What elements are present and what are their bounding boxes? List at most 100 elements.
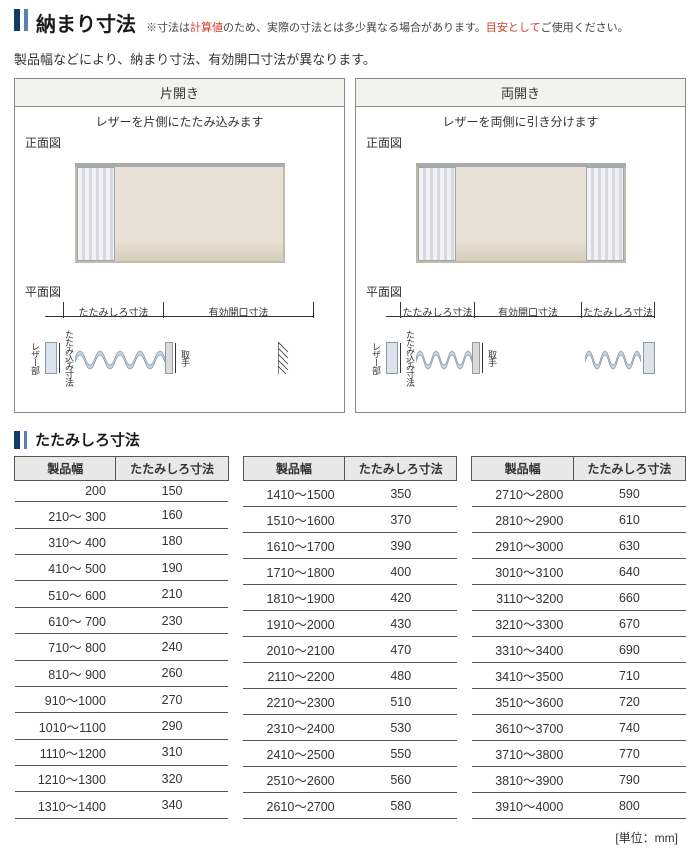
table-row: 3710～3800770 xyxy=(472,741,686,767)
table-row: 2610～2700580 xyxy=(243,793,457,819)
cell-fold: 800 xyxy=(573,793,685,819)
cell-width: 3210～3300 xyxy=(472,611,573,637)
cell-width: 3810～3900 xyxy=(472,767,573,793)
cell-fold: 420 xyxy=(345,585,457,611)
vtext-handle-r: 取手 xyxy=(486,350,499,366)
table-row: 3610～3700740 xyxy=(472,715,686,741)
table-row: 2810～2900610 xyxy=(472,507,686,533)
fold-table-3: 製品幅 たたみしろ寸法 2710～28005902810～29006102910… xyxy=(471,456,686,819)
cell-width: 3410～3500 xyxy=(472,663,573,689)
dim-open: 有効開口寸法 xyxy=(163,302,314,318)
cell-width: 3710～3800 xyxy=(472,741,573,767)
cell-fold: 390 xyxy=(345,533,457,559)
cell-width: 200 xyxy=(15,481,116,502)
cell-width: 510～ 600 xyxy=(15,581,116,607)
table-row: 2210～2300510 xyxy=(243,689,457,715)
table-row: 1310～1400340 xyxy=(15,792,229,819)
dim-open-r: 有効開口寸法 xyxy=(474,302,581,318)
table-row: 1010～1100290 xyxy=(15,713,229,739)
cell-width: 3310～3400 xyxy=(472,637,573,663)
table-row: 3010～3100640 xyxy=(472,559,686,585)
cell-fold: 630 xyxy=(573,533,685,559)
plan-view-single: たたみしろ寸法 有効開口寸法 レザー部 たたみ込み寸法 取手 xyxy=(25,302,334,402)
table-row: 2910～3000630 xyxy=(472,533,686,559)
section2-accent-light xyxy=(24,431,27,449)
th-width: 製品幅 xyxy=(243,457,344,481)
title-accent-light xyxy=(24,9,28,31)
table-row: 2510～2600560 xyxy=(243,767,457,793)
cell-fold: 370 xyxy=(345,507,457,533)
table2-body: 1410～15003501510～16003701610～17003901710… xyxy=(243,481,457,819)
cell-fold: 240 xyxy=(116,634,228,660)
table-row: 1110～1200310 xyxy=(15,739,229,765)
section2-title: たたみしろ寸法 xyxy=(35,429,140,450)
table-row: 910～1000270 xyxy=(15,686,229,712)
cell-fold: 580 xyxy=(345,793,457,819)
main-title: 納まり寸法 xyxy=(36,8,136,37)
cell-fold: 510 xyxy=(345,689,457,715)
cell-width: 3510～3600 xyxy=(472,689,573,715)
cell-width: 810～ 900 xyxy=(15,660,116,686)
table-row: 1610～1700390 xyxy=(243,533,457,559)
table-row: 1210～1300320 xyxy=(15,766,229,792)
table-row: 3910～4000800 xyxy=(472,793,686,819)
cell-width: 410～ 500 xyxy=(15,555,116,581)
cell-fold: 790 xyxy=(573,767,685,793)
cell-fold: 740 xyxy=(573,715,685,741)
title-note-prefix: ※寸法は xyxy=(146,22,190,34)
front-view-double xyxy=(406,153,636,273)
cell-width: 710～ 800 xyxy=(15,634,116,660)
table-row: 2010～2100470 xyxy=(243,637,457,663)
cell-fold: 590 xyxy=(573,481,685,507)
cell-width: 2810～2900 xyxy=(472,507,573,533)
vtext-handle: 取手 xyxy=(179,350,192,366)
th-fold: たたみしろ寸法 xyxy=(573,457,685,481)
th-width: 製品幅 xyxy=(472,457,573,481)
plan-view-label: 平面図 xyxy=(25,283,334,300)
cell-fold: 610 xyxy=(573,507,685,533)
cell-fold: 230 xyxy=(116,607,228,633)
cell-fold: 470 xyxy=(345,637,457,663)
table-row: 1410～1500350 xyxy=(243,481,457,507)
cell-width: 910～1000 xyxy=(15,686,116,712)
table-row: 2310～2400530 xyxy=(243,715,457,741)
table-row: 1510～1600370 xyxy=(243,507,457,533)
table-row: 3310～3400690 xyxy=(472,637,686,663)
plan-view-double: たたみしろ寸法 有効開口寸法 たたみしろ寸法 レザー部 たたみ込み寸法 xyxy=(366,302,675,402)
cell-fold: 670 xyxy=(573,611,685,637)
section2-title-bar: たたみしろ寸法 xyxy=(14,429,686,450)
cell-fold: 260 xyxy=(116,660,228,686)
cell-width: 2410～2500 xyxy=(243,741,344,767)
cell-width: 1510～1600 xyxy=(243,507,344,533)
dim-fold-l: たたみしろ寸法 xyxy=(400,302,474,318)
dim-fold-r: たたみしろ寸法 xyxy=(581,302,655,318)
plan-view-label-r: 平面図 xyxy=(366,283,675,300)
diagram-single-desc: レザーを片側にたたみ込みます xyxy=(25,113,334,130)
cell-width: 1010～1100 xyxy=(15,713,116,739)
table-row: 3110～3200660 xyxy=(472,585,686,611)
table-row: 1910～2000430 xyxy=(243,611,457,637)
cell-fold: 190 xyxy=(116,555,228,581)
vtext-leather: レザー部 xyxy=(29,342,42,374)
table-row: 810～ 900260 xyxy=(15,660,229,686)
cell-width: 2710～2800 xyxy=(472,481,573,507)
cell-width: 1410～1500 xyxy=(243,481,344,507)
cell-width: 1610～1700 xyxy=(243,533,344,559)
cell-fold: 770 xyxy=(573,741,685,767)
cell-fold: 340 xyxy=(116,792,228,819)
fold-table-1: 製品幅 たたみしろ寸法 200150210～ 300160310～ 400180… xyxy=(14,456,229,819)
cell-fold: 210 xyxy=(116,581,228,607)
front-view-single xyxy=(65,153,295,273)
table-row: 2410～2500550 xyxy=(243,741,457,767)
table-row: 3510～3600720 xyxy=(472,689,686,715)
dim-fold: たたみしろ寸法 xyxy=(63,302,163,318)
diagram-grid: 片開き レザーを片側にたたみ込みます 正面図 平面図 たたみしろ寸法 有効開口寸… xyxy=(14,78,686,413)
title-note: ※寸法は計算値のため、実際の寸法とは多少異なる場合があります。目安としてご使用く… xyxy=(146,19,629,35)
cell-width: 1110～1200 xyxy=(15,739,116,765)
table-row: 2710～2800590 xyxy=(472,481,686,507)
title-accent-dark xyxy=(14,9,20,31)
table-row: 3410～3500710 xyxy=(472,663,686,689)
cell-width: 2910～3000 xyxy=(472,533,573,559)
cell-fold: 320 xyxy=(116,766,228,792)
title-note-mid: のため、実際の寸法とは多少異なる場合があります。 xyxy=(223,22,486,34)
